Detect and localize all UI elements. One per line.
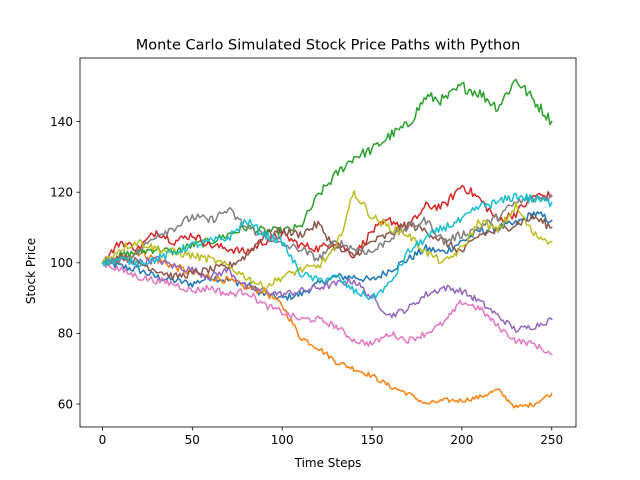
series-line-6 <box>101 213 553 281</box>
x-tick-label: 150 <box>361 433 384 447</box>
series-line-3 <box>101 78 553 266</box>
x-tick-label: 0 <box>99 433 107 447</box>
y-tick-label: 120 <box>50 185 73 199</box>
x-tick-label: 50 <box>185 433 200 447</box>
y-tick-label: 80 <box>58 327 73 341</box>
axes-layer: 0 50 100 150 200 250 60 80 100 120 140 <box>50 57 577 447</box>
series-layer <box>101 78 553 409</box>
y-tick-label: 140 <box>50 115 73 129</box>
plot-frame <box>79 57 577 428</box>
series-line-5 <box>101 255 553 333</box>
y-tick-label: 60 <box>58 397 73 411</box>
x-tick-label: 200 <box>450 433 473 447</box>
chart-title: Monte Carlo Simulated Stock Price Paths … <box>136 38 521 54</box>
y-axis-label: Stock Price <box>24 238 38 304</box>
y-tick-label: 100 <box>50 256 73 270</box>
x-axis-label: Time Steps <box>294 456 362 470</box>
series-line-7 <box>101 261 553 356</box>
series-line-2 <box>101 250 553 409</box>
x-tick-label: 100 <box>271 433 294 447</box>
series-line-10 <box>101 192 553 301</box>
series-line-8 <box>101 194 553 266</box>
series-line-4 <box>101 184 553 264</box>
x-tick-label: 250 <box>540 433 563 447</box>
